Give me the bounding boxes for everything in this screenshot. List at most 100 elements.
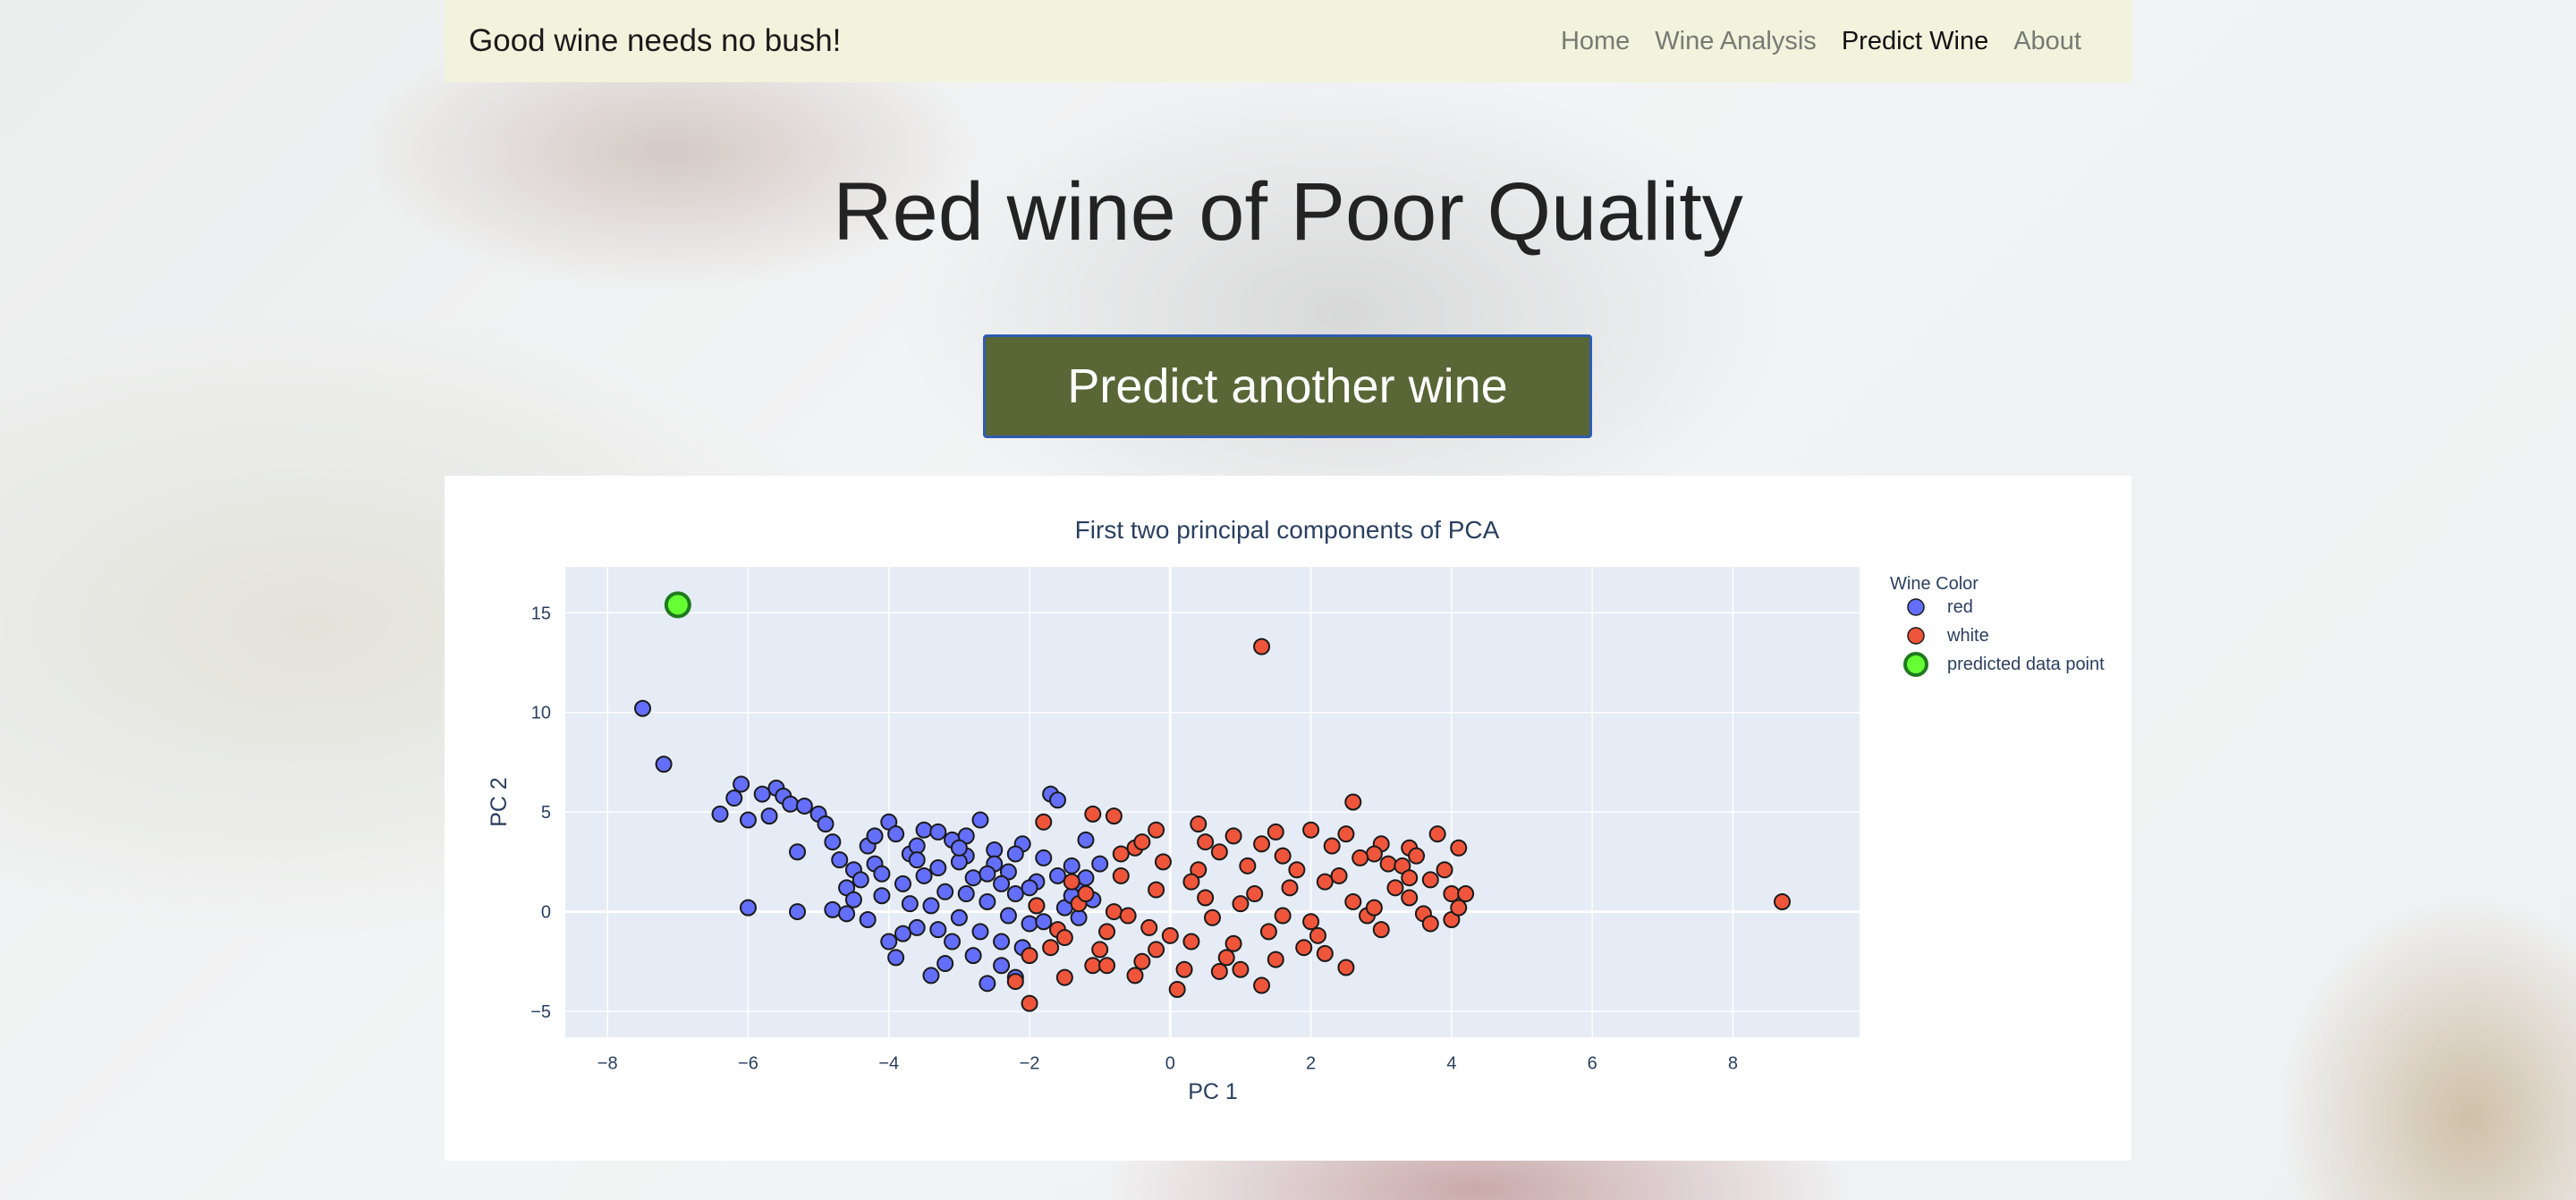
data-point[interactable] (1450, 899, 1468, 917)
data-point[interactable] (1428, 825, 1446, 843)
data-point[interactable] (1401, 869, 1419, 887)
data-point[interactable] (1316, 944, 1334, 962)
data-point[interactable] (950, 839, 968, 857)
data-point[interactable] (901, 895, 919, 913)
data-point[interactable] (1126, 967, 1144, 985)
data-point[interactable] (1021, 879, 1038, 897)
legend-marker[interactable] (1907, 627, 1925, 645)
data-point[interactable] (887, 825, 905, 843)
data-point[interactable] (929, 823, 947, 841)
data-point[interactable] (1436, 861, 1453, 879)
data-point[interactable] (866, 827, 884, 845)
data-point[interactable] (1443, 885, 1461, 903)
legend-marker[interactable] (1907, 598, 1925, 616)
data-point[interactable] (1352, 849, 1369, 866)
data-point[interactable] (1253, 976, 1271, 994)
data-point[interactable] (1028, 897, 1046, 915)
data-point[interactable] (852, 871, 869, 889)
data-point[interactable] (950, 908, 968, 926)
data-point[interactable] (894, 925, 911, 942)
nav-link-about[interactable]: About (2013, 26, 2081, 55)
data-point[interactable] (1232, 895, 1250, 913)
data-point[interactable] (1105, 807, 1123, 825)
data-point[interactable] (1239, 857, 1257, 875)
data-point[interactable] (831, 851, 849, 869)
data-point[interactable] (733, 775, 750, 793)
data-point[interactable] (1190, 815, 1208, 833)
data-point[interactable] (1070, 908, 1088, 926)
data-point[interactable] (1274, 907, 1292, 925)
data-point[interactable] (1035, 813, 1053, 831)
data-point[interactable] (999, 907, 1017, 925)
data-point[interactable] (1457, 885, 1475, 903)
data-point[interactable] (1267, 951, 1284, 968)
data-point[interactable] (1119, 907, 1137, 925)
data-point[interactable] (1182, 933, 1200, 951)
data-point[interactable] (1281, 879, 1299, 897)
data-point[interactable] (1112, 845, 1130, 863)
data-point[interactable] (1217, 949, 1235, 967)
data-point[interactable] (739, 899, 757, 917)
data-point[interactable] (1253, 835, 1271, 853)
data-point[interactable] (929, 921, 947, 939)
data-point[interactable] (936, 883, 954, 900)
data-point[interactable] (838, 905, 856, 923)
data-point[interactable] (1365, 899, 1383, 917)
data-point[interactable] (1224, 827, 1242, 845)
data-point[interactable] (922, 897, 940, 915)
data-point[interactable] (789, 843, 807, 861)
data-point[interactable] (782, 795, 800, 813)
data-point[interactable] (979, 865, 996, 883)
data-point[interactable] (1379, 855, 1397, 873)
data-point[interactable] (908, 918, 926, 936)
data-point[interactable] (655, 756, 673, 773)
predict-another-wine-button[interactable]: Predict another wine (983, 334, 1592, 438)
data-point[interactable] (1148, 941, 1165, 959)
data-point[interactable] (1077, 869, 1095, 887)
data-point[interactable] (1042, 939, 1060, 957)
data-point[interactable] (1344, 793, 1362, 811)
data-point[interactable] (817, 815, 835, 833)
data-point[interactable] (1175, 960, 1193, 978)
data-point[interactable] (1204, 908, 1221, 926)
data-point[interactable] (1246, 885, 1264, 903)
data-point[interactable] (1386, 879, 1404, 897)
data-point[interactable] (1323, 837, 1341, 855)
data-point[interactable] (1259, 923, 1277, 941)
data-point[interactable] (915, 866, 933, 884)
data-point[interactable] (986, 841, 1004, 858)
data-point[interactable] (1274, 847, 1292, 865)
data-point[interactable] (1006, 973, 1024, 991)
data-point[interactable] (1091, 941, 1109, 959)
data-point[interactable] (993, 957, 1011, 975)
data-point[interactable] (1063, 873, 1080, 891)
data-point[interactable] (1365, 845, 1383, 863)
data-point[interactable] (1232, 960, 1250, 978)
nav-link-predict-wine[interactable]: Predict Wine (1841, 26, 1989, 55)
data-point[interactable] (971, 923, 989, 941)
data-point[interactable] (922, 967, 940, 985)
data-point[interactable] (993, 875, 1011, 892)
data-point[interactable] (1091, 855, 1109, 873)
data-point[interactable] (950, 853, 968, 871)
data-point[interactable] (1077, 831, 1095, 849)
data-point[interactable] (1288, 861, 1306, 879)
data-point[interactable] (1021, 947, 1038, 965)
data-point[interactable] (1773, 892, 1791, 910)
data-point[interactable] (1105, 903, 1123, 921)
data-point[interactable] (1197, 889, 1215, 907)
nav-link-wine-analysis[interactable]: Wine Analysis (1655, 26, 1817, 55)
data-point[interactable] (795, 797, 813, 815)
data-point[interactable] (1295, 939, 1313, 957)
data-point[interactable] (1148, 881, 1165, 899)
data-point[interactable] (1035, 849, 1053, 866)
data-point[interactable] (873, 887, 891, 905)
legend-label[interactable]: red (1947, 597, 1973, 617)
data-point[interactable] (964, 869, 982, 887)
legend-label[interactable]: white (1946, 626, 1989, 646)
data-point[interactable] (824, 833, 842, 851)
data-point[interactable] (711, 805, 729, 823)
legend-marker[interactable] (1903, 652, 1928, 677)
data-point[interactable] (979, 892, 996, 910)
data-point[interactable] (929, 859, 947, 877)
